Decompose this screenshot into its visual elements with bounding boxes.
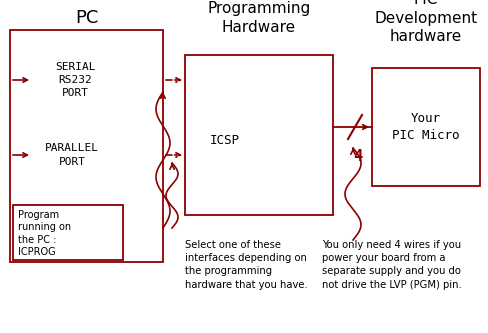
Bar <box>13 205 123 260</box>
Text: ICSP: ICSP <box>209 134 240 147</box>
Text: Program
running on
the PC :
ICPROG: Program running on the PC : ICPROG <box>18 210 71 257</box>
Text: SERIAL
RS232
PORT: SERIAL RS232 PORT <box>55 62 95 98</box>
Text: Select one of these
interfaces depending on
the programming
hardware that you ha: Select one of these interfaces depending… <box>184 240 307 290</box>
Text: PC: PC <box>75 9 98 27</box>
Text: Programming
Hardware: Programming Hardware <box>207 1 310 35</box>
Text: 4: 4 <box>353 149 362 164</box>
Bar <box>371 68 479 186</box>
Text: You only need 4 wires if you
power your board from a
separate supply and you do
: You only need 4 wires if you power your … <box>321 240 461 290</box>
Bar <box>184 55 332 215</box>
Text: Your
PIC Micro: Your PIC Micro <box>391 112 459 142</box>
Text: PIC
Development
hardware: PIC Development hardware <box>374 0 477 44</box>
Text: PARALLEL
PORT: PARALLEL PORT <box>45 144 99 166</box>
Bar <box>10 30 163 262</box>
